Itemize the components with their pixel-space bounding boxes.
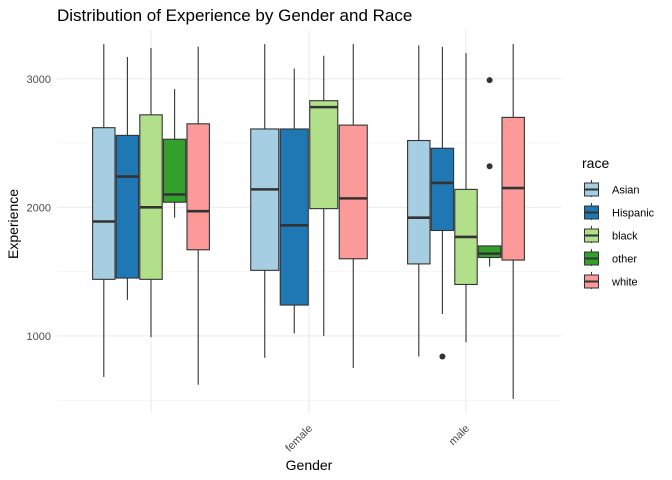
box-other-male [477, 77, 502, 267]
box-black-male [454, 53, 478, 343]
box-asian-male [407, 45, 431, 357]
legend-label: other [612, 254, 637, 266]
box-hispanic-male [430, 46, 455, 360]
box-body [115, 134, 140, 279]
box-body [139, 114, 163, 280]
box-body [162, 138, 187, 203]
box-hispanic-female [279, 68, 309, 334]
box-body [430, 147, 455, 232]
legend-label: Hispanic [612, 208, 655, 220]
box-body [250, 128, 280, 271]
box-body [477, 245, 502, 259]
outlier-point [486, 77, 493, 84]
box-white-male [501, 44, 525, 399]
legend-item-asian: Asian [584, 180, 640, 197]
chart-title: Distribution of Experience by Gender and… [57, 6, 412, 25]
y-tick-label: 1000 [27, 331, 51, 343]
box-body [309, 100, 339, 210]
outlier-point [486, 163, 493, 170]
legend-item-black: black [584, 226, 638, 243]
y-tick-label: 2000 [27, 202, 51, 214]
box-body [338, 124, 368, 260]
x-axis-title: Gender [286, 457, 333, 473]
legend: race Asian Hispanic black other white [582, 155, 655, 289]
box-asian-blank [92, 44, 116, 378]
box-hispanic-blank [115, 56, 140, 300]
box-body [186, 123, 210, 251]
box-black-female [309, 55, 339, 336]
legend-title: race [582, 155, 609, 171]
box-body [92, 127, 116, 280]
legend-item-white: white [584, 272, 638, 289]
legend-label: black [612, 231, 638, 243]
legend-label: Asian [612, 185, 640, 197]
legend-label: white [611, 277, 638, 289]
boxes [92, 44, 525, 399]
box-other-blank [162, 89, 187, 218]
box-white-female [338, 44, 368, 369]
legend-item-hispanic: Hispanic [584, 203, 655, 220]
box-body [407, 139, 431, 265]
box-white-blank [186, 46, 210, 385]
x-tick-label: female [283, 423, 315, 455]
legend-item-other: other [584, 249, 637, 266]
outlier-point [439, 353, 446, 360]
box-body [279, 128, 309, 306]
x-tick-label: male [447, 423, 472, 448]
box-black-blank [139, 47, 163, 338]
y-tick-label: 3000 [27, 74, 51, 86]
y-axis-title: Experience [5, 189, 21, 259]
box-asian-female [250, 44, 280, 358]
